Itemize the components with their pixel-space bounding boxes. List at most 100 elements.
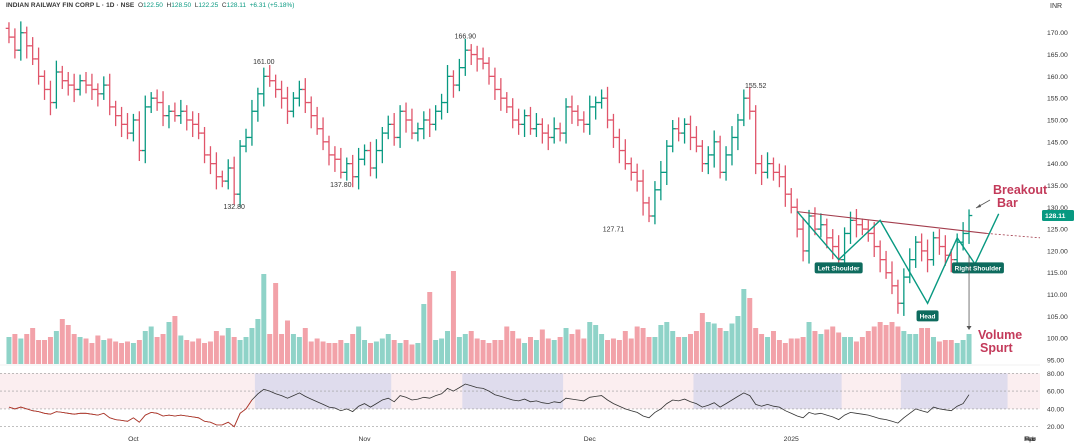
volume-bar — [735, 316, 741, 364]
candle — [94, 83, 102, 107]
candle — [782, 165, 789, 207]
volume-bar — [770, 331, 776, 364]
volume-bar — [848, 337, 853, 364]
volume-bar — [782, 343, 788, 364]
price-tick-140: 140.00 — [1047, 161, 1068, 168]
volume-bar — [723, 331, 729, 364]
candle — [159, 91, 167, 127]
candle — [171, 102, 179, 122]
low-label: L — [194, 2, 199, 9]
candle — [402, 102, 410, 133]
volume-bar — [646, 337, 652, 364]
volume-bar — [747, 298, 753, 364]
candle — [491, 67, 499, 100]
volume-bar — [279, 334, 285, 364]
open-value: 122.50 — [143, 2, 163, 9]
volume-bar — [895, 326, 901, 364]
price-tick-145: 145.00 — [1047, 139, 1068, 146]
volume-bar — [830, 326, 836, 364]
volume-bar — [42, 340, 48, 364]
candle — [195, 113, 202, 140]
volume-bar — [729, 323, 735, 364]
candle — [693, 126, 700, 153]
candle — [669, 120, 676, 153]
volume-bar — [367, 343, 373, 364]
candle — [734, 113, 742, 151]
volume-bar — [77, 337, 83, 364]
candle — [681, 118, 688, 144]
volume-bar — [462, 334, 468, 364]
volume-bar — [575, 329, 581, 364]
rsi-line-early — [8, 399, 253, 428]
volume-bar — [587, 322, 593, 364]
volume-bar — [119, 343, 125, 364]
candle — [219, 170, 226, 188]
neckline-extension — [986, 233, 1041, 239]
rsi-shade-0 — [254, 373, 392, 409]
candle — [942, 235, 949, 266]
candle — [426, 108, 433, 138]
candle — [331, 146, 339, 172]
candle — [462, 38, 469, 76]
volume-bar — [610, 338, 616, 364]
candle — [710, 130, 718, 168]
candle — [894, 279, 902, 314]
volume-bar — [148, 326, 154, 364]
volume-bar — [842, 337, 848, 364]
volume-bars — [6, 271, 972, 364]
candle — [59, 65, 66, 90]
volume-bar — [409, 344, 415, 364]
volume-bar — [338, 340, 344, 364]
volume-bar — [889, 322, 895, 364]
price-tick-155: 155.00 — [1047, 96, 1068, 103]
right-shoulder-label: Right Shoulder — [951, 262, 1004, 274]
candle — [106, 73, 113, 116]
volume-bar — [362, 340, 368, 364]
candle — [639, 169, 647, 216]
volume-bar — [30, 328, 36, 364]
candle — [438, 93, 445, 120]
volume-bar — [136, 340, 142, 364]
candle — [313, 106, 321, 135]
volume-bar — [616, 340, 622, 364]
candle — [853, 209, 860, 238]
candle — [136, 111, 143, 162]
candle — [527, 106, 534, 135]
head-label: Head — [916, 310, 939, 322]
candle — [456, 58, 463, 92]
volume-bar — [314, 338, 320, 364]
candle — [236, 140, 244, 207]
close-label: C — [221, 2, 227, 9]
candle — [284, 86, 291, 124]
price-tick-120: 120.00 — [1047, 248, 1068, 255]
candle — [266, 65, 273, 87]
volume-bar — [901, 331, 907, 364]
candle — [130, 113, 137, 142]
candle — [716, 135, 724, 179]
volume-bar — [24, 334, 30, 364]
x-label-4: Feb — [1024, 436, 1036, 443]
candle — [396, 105, 404, 148]
candle — [296, 80, 303, 107]
high-label: H — [166, 2, 172, 9]
candle — [473, 45, 481, 72]
candle — [207, 146, 214, 175]
candle — [189, 111, 196, 138]
symbol-title: INDIAN RAILWAY FIN CORP L · 1D · NSE — [6, 2, 135, 9]
volume-bar — [290, 334, 296, 364]
volume-bar — [231, 337, 237, 364]
annotations: 161.00 132.80 137.80 166.90 127.71 155.52 Left… — [223, 33, 1048, 355]
candle — [592, 96, 599, 120]
candle — [610, 113, 617, 148]
volume-bar — [776, 340, 782, 364]
volume-bar — [385, 334, 391, 364]
rsi-panel: 20.00 40.00 60.00 80.00 — [0, 364, 1064, 431]
volume-bar — [699, 313, 705, 364]
last-price-text: 128.11 — [1045, 213, 1066, 220]
volume-bar — [196, 338, 202, 364]
candle — [580, 111, 588, 133]
change-value: +6.31 (+5.18%) — [249, 2, 295, 9]
volume-bar — [717, 328, 723, 364]
candle — [11, 28, 19, 59]
